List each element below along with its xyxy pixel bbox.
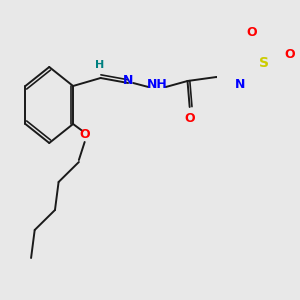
Text: H: H	[94, 60, 104, 70]
Text: O: O	[80, 128, 90, 140]
Text: N: N	[123, 74, 133, 88]
Text: S: S	[259, 56, 269, 70]
Text: O: O	[246, 26, 256, 40]
Text: NH: NH	[147, 79, 167, 92]
Text: O: O	[284, 49, 295, 62]
Text: N: N	[235, 79, 245, 92]
Text: O: O	[184, 112, 195, 124]
